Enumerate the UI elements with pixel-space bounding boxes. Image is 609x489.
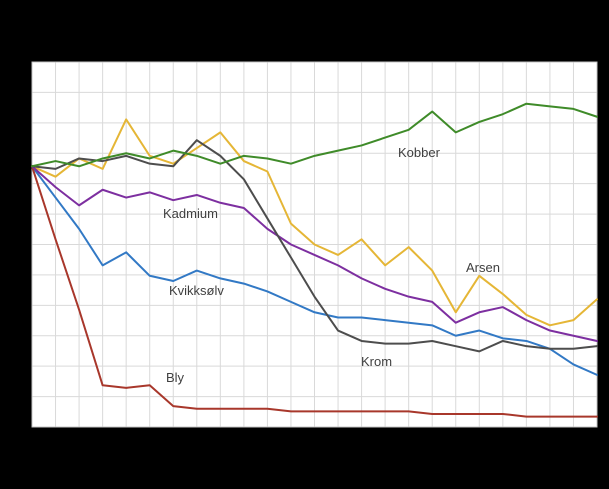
series-line-krom: [31, 139, 598, 353]
series-line-kadmium: [31, 165, 598, 342]
series-line-kobber: [31, 102, 598, 168]
series-label-arsen: Arsen: [466, 260, 500, 275]
series-label-bly: Bly: [166, 370, 185, 385]
series-line-kvikksølv: [31, 165, 598, 376]
series-lines: [31, 102, 598, 418]
series-labels: Kvikksølv Bly Arsen Kadmium Krom Kobber: [163, 145, 500, 385]
series-line-arsen: [31, 118, 598, 327]
series-label-kadmium: Kadmium: [163, 206, 218, 221]
plot-border: [31, 61, 598, 428]
series-label-kvikksølv: Kvikksølv: [169, 283, 224, 298]
series-label-krom: Krom: [361, 354, 392, 369]
series-label-kobber: Kobber: [398, 145, 441, 160]
series-line-bly: [31, 165, 598, 418]
gridlines: [31, 61, 598, 428]
